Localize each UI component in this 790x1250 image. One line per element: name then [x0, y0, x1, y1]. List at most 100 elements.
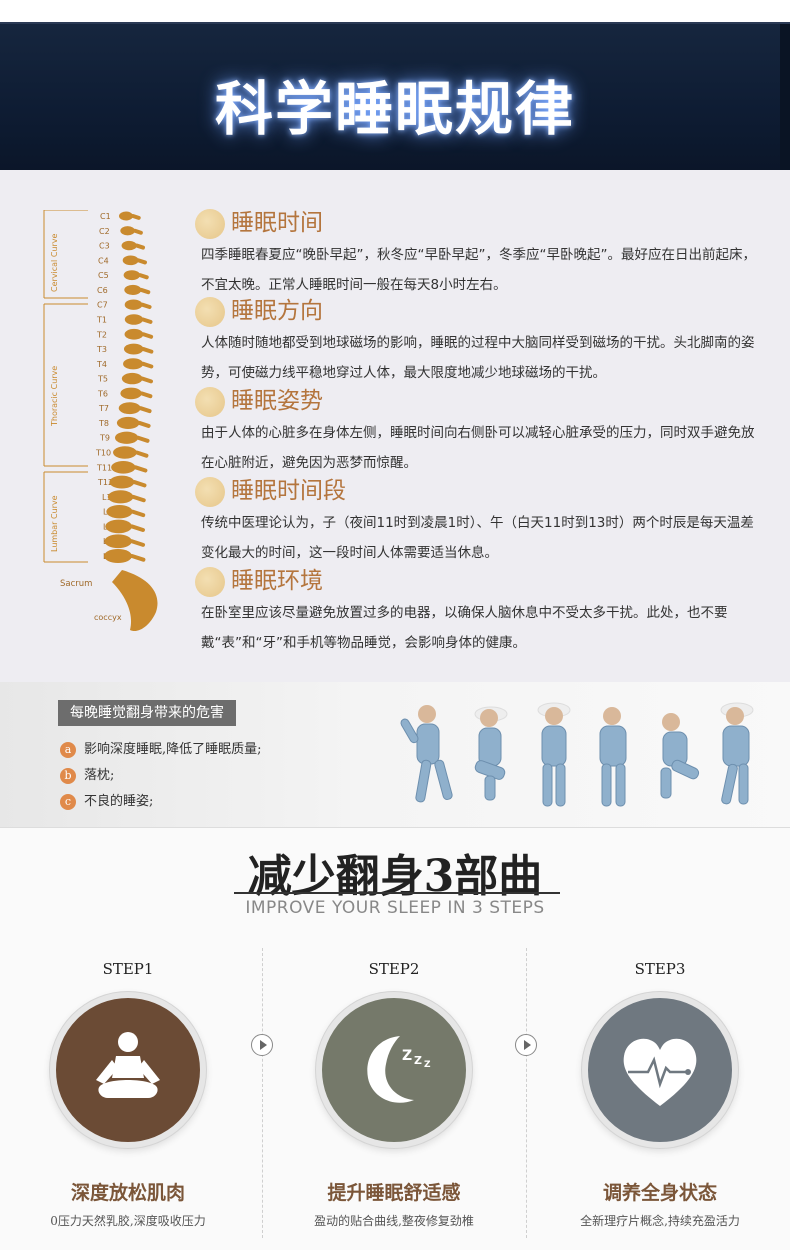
vertebra-process: [141, 317, 153, 324]
step-desc: 全新理疗片概念,持续充盈活力: [580, 1214, 740, 1228]
vertebra-process: [141, 361, 154, 369]
steps-subtitle: IMPROVE YOUR SLEEP IN 3 STEPS: [245, 898, 545, 918]
vertebra-process: [131, 214, 141, 220]
moon-zzz-icon: Z Z Z: [367, 1036, 431, 1103]
title-underline: [234, 892, 560, 894]
bullet-dot-icon: [195, 297, 225, 327]
vertebra-bone: [116, 416, 140, 429]
rule-text: 在卧室里应该尽量避免放置过多的电器，以确保人脑休息中不受太多干扰。此处，也不要戴…: [201, 605, 728, 651]
vertebra-bone: [124, 299, 143, 310]
vertebra-label: T9: [99, 434, 110, 443]
rule-sleep-direction: 睡眠方向 人体随时随地都受到地球磁场的影响，睡眠的过程中大脑同样受到磁场的干扰。…: [195, 294, 765, 388]
vertebra-label: C4: [98, 256, 109, 265]
vertebra-process: [133, 465, 148, 473]
harm-item: c 不良的睡姿;: [60, 790, 153, 810]
vertebra-bone: [109, 475, 135, 489]
rule-title: 睡眠方向: [231, 298, 323, 324]
vertebra-label: T5: [97, 375, 108, 384]
sleep-rules-section: Cervical Curve Thoracic Curve Lumbar Cur…: [0, 170, 790, 682]
turning-harms-section: 每晚睡觉翻身带来的危害 a 影响深度睡眠,降低了睡眠质量; b 落枕; c 不良的睡姿…: [0, 682, 790, 828]
vertebra-process: [136, 435, 150, 443]
vertebra-bone: [114, 431, 139, 444]
vertebra-process: [138, 406, 152, 414]
vertebra-process: [130, 554, 146, 562]
next-arrow-icon: [251, 1034, 273, 1056]
step-3: STEP3 调养全身状态 全新理疗片概念,持续充盈活力: [540, 954, 780, 1250]
vertebra-process: [130, 524, 145, 532]
rule-text: 四季睡眠春夏应“晚卧早起”，秋冬应“早卧早起”，冬季应“早卧晚起”。最好应在日出…: [201, 247, 756, 293]
step-label: STEP1: [102, 960, 154, 978]
vertebra-bone: [120, 387, 142, 400]
vertebra-bone: [104, 534, 132, 549]
meditation-icon: [96, 1032, 160, 1098]
vertebra-process: [136, 258, 147, 265]
vertebra-process: [129, 539, 146, 547]
vertebra-process: [141, 347, 154, 354]
vertebra-label: C1: [100, 212, 111, 221]
step-divider: [262, 948, 263, 1238]
step-circle: [582, 992, 738, 1148]
rule-sleep-period: 睡眠时间段 传统中医理论认为，子（夜间11时到凌晨1时）、午（白天11时到13时…: [195, 474, 765, 568]
bullet-dot-icon: [195, 387, 225, 417]
sacrum-bone: [112, 570, 158, 632]
svg-text:Z: Z: [424, 1060, 431, 1070]
vertebra-bone: [104, 549, 132, 563]
vertebra-process: [139, 391, 153, 399]
vertebra-label: T10: [95, 449, 111, 458]
vertebra-label: C2: [99, 227, 110, 236]
vertebra-bone: [124, 328, 144, 340]
vertebra-bone: [120, 226, 135, 236]
vertebra-label: T11: [96, 463, 112, 472]
vertebra-label: C5: [98, 271, 109, 280]
svg-text:Z: Z: [402, 1048, 412, 1064]
vertebra-label: T7: [98, 404, 109, 413]
vertebra-bone: [119, 211, 133, 221]
rule-title: 睡眠环境: [231, 568, 323, 594]
bullet-dot-icon: [195, 567, 225, 597]
harm-badge: b: [60, 767, 76, 784]
rule-title: 睡眠时间: [231, 210, 323, 236]
vertebra-process: [140, 376, 153, 384]
bullet-dot-icon: [195, 209, 225, 239]
harm-item: a 影响深度睡眠,降低了睡眠质量;: [60, 738, 262, 758]
harm-item: b 落枕;: [60, 764, 114, 784]
vertebra-label: T8: [98, 419, 109, 428]
vertebra-bone: [106, 504, 133, 519]
vertebra-label: T3: [96, 345, 107, 354]
rule-text: 人体随时随地都受到地球磁场的影响，睡眠的过程中大脑同样受到磁场的干扰。头北脚南的…: [201, 335, 755, 381]
page-title: 科学睡眠规律: [214, 75, 575, 143]
sleeper-figure: [660, 713, 700, 799]
step-name: 深度放松肌肉: [70, 1182, 185, 1204]
vertebra-bone: [121, 240, 137, 251]
coccyx-label: coccyx: [94, 613, 122, 622]
step-circle: Z Z Z: [316, 992, 472, 1148]
steps-title: 减少翻身3部曲: [247, 851, 543, 902]
sleeping-positions-image: [400, 702, 754, 807]
vertebra-process: [141, 332, 154, 339]
vertebra-process: [132, 480, 147, 488]
thoracic-curve-label: Thoracic Curve: [50, 366, 59, 427]
sleeper-figure: [400, 705, 453, 803]
vertebra-label: T6: [97, 389, 108, 398]
vertebra-label: T2: [96, 330, 107, 339]
vertebra-bone: [121, 372, 143, 385]
vertebra-label: T12: [97, 478, 113, 487]
sleeper-figure: [474, 706, 508, 801]
vertebra-bone: [118, 402, 141, 415]
vertebra-process: [134, 243, 145, 250]
rule-text: 由于人体的心脏多在身体左侧，睡眠时间向右侧卧可以减轻心脏承受的压力，同时双手避免…: [201, 425, 755, 471]
vertebra-process: [130, 509, 146, 518]
sleeper-figure: [720, 702, 754, 805]
step-desc: 0压力天然乳胶,深度吸收压力: [50, 1214, 206, 1228]
lumbar-curve-label: Lumbar Curve: [50, 495, 59, 552]
vertebra-bone: [105, 519, 133, 534]
harm-badge: a: [60, 741, 76, 758]
vertebra-bone: [124, 284, 142, 295]
banner-edge: [780, 24, 790, 172]
step-2: STEP2 Z Z Z 提升睡眠舒适感 盈动的贴合曲线,整夜修复劲椎: [274, 954, 514, 1250]
vertebra-process: [132, 228, 143, 235]
bullet-dot-icon: [195, 477, 225, 507]
sleeper-figure: [537, 702, 571, 807]
step-1: STEP1 深度放松肌肉 0压力天然乳胶,深度吸收压力: [8, 954, 248, 1250]
step-desc: 盈动的贴合曲线,整夜修复劲椎: [314, 1214, 474, 1228]
